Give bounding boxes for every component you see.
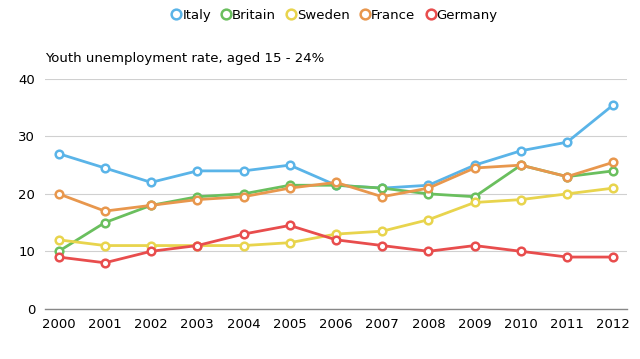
Germany (193, 243, 201, 248)
Italy (101, 166, 109, 170)
France (147, 203, 155, 208)
Italy (332, 183, 340, 187)
Germany (332, 238, 340, 242)
Britain (332, 183, 340, 187)
Line: Italy: Italy (55, 101, 617, 192)
Sweden (193, 243, 201, 248)
France (563, 174, 571, 179)
Line: France: France (55, 158, 617, 215)
France (101, 209, 109, 213)
Line: Britain: Britain (55, 161, 617, 255)
Sweden (378, 229, 386, 233)
Britain (563, 174, 571, 179)
France (609, 160, 617, 164)
Germany (609, 255, 617, 259)
Britain (609, 169, 617, 173)
Britain (286, 183, 294, 187)
Germany (424, 249, 432, 253)
Text: Youth unemployment rate, aged 15 - 24%: Youth unemployment rate, aged 15 - 24% (45, 52, 324, 65)
Sweden (471, 200, 479, 205)
Germany (147, 249, 155, 253)
Line: Sweden: Sweden (55, 184, 617, 250)
Sweden (517, 197, 525, 202)
Germany (471, 243, 479, 248)
Italy (286, 163, 294, 167)
Line: Germany: Germany (55, 222, 617, 267)
France (55, 192, 63, 196)
Germany (286, 223, 294, 228)
France (471, 166, 479, 170)
Sweden (55, 238, 63, 242)
Italy (517, 149, 525, 153)
France (332, 180, 340, 185)
Sweden (332, 232, 340, 236)
France (193, 197, 201, 202)
France (517, 163, 525, 167)
Britain (55, 249, 63, 253)
Italy (471, 163, 479, 167)
Sweden (147, 243, 155, 248)
Sweden (240, 243, 248, 248)
Britain (147, 203, 155, 208)
France (378, 195, 386, 199)
Italy (378, 186, 386, 190)
France (286, 186, 294, 190)
Germany (240, 232, 248, 236)
Italy (240, 169, 248, 173)
Legend: Italy, Britain, Sweden, France, Germany: Italy, Britain, Sweden, France, Germany (174, 8, 498, 22)
Sweden (424, 218, 432, 222)
Sweden (609, 186, 617, 190)
France (424, 186, 432, 190)
Britain (240, 192, 248, 196)
Italy (563, 140, 571, 144)
Germany (101, 261, 109, 265)
Britain (378, 186, 386, 190)
Britain (424, 192, 432, 196)
Italy (55, 151, 63, 156)
Italy (424, 183, 432, 187)
Italy (193, 169, 201, 173)
Germany (517, 249, 525, 253)
Germany (563, 255, 571, 259)
Sweden (101, 243, 109, 248)
Sweden (286, 241, 294, 245)
Germany (55, 255, 63, 259)
Britain (517, 163, 525, 167)
Italy (147, 180, 155, 185)
Britain (193, 195, 201, 199)
Sweden (563, 192, 571, 196)
France (240, 195, 248, 199)
Britain (101, 220, 109, 225)
Germany (378, 243, 386, 248)
Britain (471, 195, 479, 199)
Italy (609, 103, 617, 107)
